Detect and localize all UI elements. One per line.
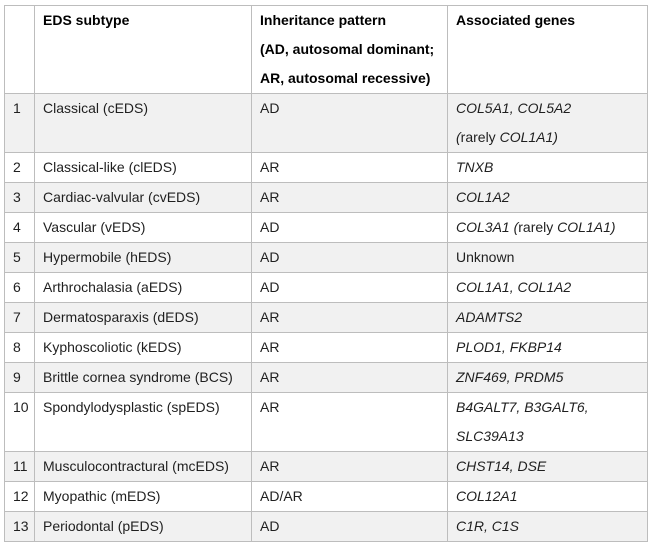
table-body: 1 Classical (cEDS) AD COL5A1, COL5A2 (rarely… (4, 93, 648, 542)
subtype-cell: Spondylodysplastic (spEDS) (34, 392, 252, 452)
gene-text: COL1A1) (557, 219, 616, 235)
inheritance-cell: AR (251, 332, 448, 363)
inheritance-cell: AR (251, 302, 448, 333)
gene-text: COL1A1) (499, 129, 558, 145)
header-associated-genes: Associated genes (447, 5, 648, 94)
table-header: EDS subtype Inheritance pattern (AD, aut… (4, 5, 648, 94)
header-inheritance-line-2: (AD, autosomal dominant; (260, 41, 435, 57)
row-number-cell: 3 (4, 182, 35, 213)
row-number-cell: 4 (4, 212, 35, 243)
inheritance-cell: AD (251, 511, 448, 542)
gene-text: COL1A2 (456, 189, 510, 205)
genes-cell: COL12A1 (447, 481, 648, 512)
genes-cell: ADAMTS2 (447, 302, 648, 333)
genes-cell: Unknown (447, 242, 648, 273)
table-row: 3 Cardiac-valvular (cvEDS) AR COL1A2 (4, 182, 648, 213)
row-number-cell: 13 (4, 511, 35, 542)
genes-cell: COL1A1, COL1A2 (447, 272, 648, 303)
table-row: 1 Classical (cEDS) AD COL5A1, COL5A2 (rarely… (4, 93, 648, 153)
row-number-cell: 11 (4, 451, 35, 482)
gene-text: ZNF469, PRDM5 (456, 369, 564, 385)
subtype-cell: Dermatosparaxis (dEDS) (34, 302, 252, 333)
genes-cell: COL5A1, COL5A2 (rarely COL1A1) (447, 93, 648, 153)
table-row: 8 Kyphoscoliotic (kEDS) AR PLOD1, FKBP14 (4, 332, 648, 363)
subtype-cell: Hypermobile (hEDS) (34, 242, 252, 273)
table-row: 5 Hypermobile (hEDS) AD Unknown (4, 242, 648, 273)
inheritance-cell: AD/AR (251, 481, 448, 512)
subtype-cell: Periodontal (pEDS) (34, 511, 252, 542)
gene-text: ADAMTS2 (456, 309, 523, 325)
gene-text: COL5A1, COL5A2 (456, 100, 572, 116)
table-row: 12 Myopathic (mEDS) AD/AR COL12A1 (4, 481, 648, 512)
inheritance-cell: AR (251, 152, 448, 183)
header-row: EDS subtype Inheritance pattern (AD, aut… (4, 5, 648, 94)
row-number-cell: 6 (4, 272, 35, 303)
gene-text: PLOD1, FKBP14 (456, 339, 562, 355)
row-number-cell: 1 (4, 93, 35, 153)
genes-cell: COL3A1 (rarely COL1A1) (447, 212, 648, 243)
subtype-cell: Classical (cEDS) (34, 93, 252, 153)
gene-text: CHST14, DSE (456, 458, 547, 474)
genes-cell: B4GALT7, B3GALT6, SLC39A13 (447, 392, 648, 452)
subtype-cell: Cardiac-valvular (cvEDS) (34, 182, 252, 213)
eds-subtype-table: EDS subtype Inheritance pattern (AD, aut… (4, 5, 648, 542)
genes-cell: CHST14, DSE (447, 451, 648, 482)
gene-text: B4GALT7, B3GALT6, (456, 399, 589, 415)
row-number-cell: 2 (4, 152, 35, 183)
table-row: 6 Arthrochalasia (aEDS) AD COL1A1, COL1A2 (4, 272, 648, 303)
gene-text: SLC39A13 (456, 428, 524, 444)
table-row: 2 Classical-like (clEDS) AR TNXB (4, 152, 648, 183)
subtype-cell: Kyphoscoliotic (kEDS) (34, 332, 252, 363)
inheritance-cell: AR (251, 362, 448, 393)
subtype-cell: Classical-like (clEDS) (34, 152, 252, 183)
row-number-cell: 5 (4, 242, 35, 273)
row-number-cell: 8 (4, 332, 35, 363)
subtype-cell: Brittle cornea syndrome (BCS) (34, 362, 252, 393)
subtype-cell: Arthrochalasia (aEDS) (34, 272, 252, 303)
header-inheritance-line-3: AR, autosomal recessive) (260, 70, 431, 86)
gene-text: rarely (518, 219, 558, 235)
header-corner-cell (4, 5, 35, 94)
row-number-cell: 12 (4, 481, 35, 512)
table-row: 10 Spondylodysplastic (spEDS) AR B4GALT7, B… (4, 392, 648, 452)
table-row: 13 Periodontal (pEDS) AD C1R, C1S (4, 511, 648, 542)
inheritance-cell: AR (251, 182, 448, 213)
subtype-cell: Musculocontractural (mcEDS) (34, 451, 252, 482)
genes-cell: COL1A2 (447, 182, 648, 213)
gene-text: C1R, C1S (456, 518, 520, 534)
subtype-cell: Vascular (vEDS) (34, 212, 252, 243)
header-eds-subtype-label: EDS subtype (43, 12, 130, 28)
gene-text: ( (456, 129, 461, 145)
header-associated-genes-label: Associated genes (456, 12, 576, 28)
gene-text: COL3A1 ( (456, 219, 519, 235)
table-row: 4 Vascular (vEDS) AD COL3A1 (rarely COL1A1) (4, 212, 648, 243)
gene-text: COL1A1, COL1A2 (456, 279, 572, 295)
row-number-cell: 10 (4, 392, 35, 452)
gene-text: COL12A1 (456, 488, 518, 504)
header-inheritance-line-1: Inheritance pattern (260, 12, 387, 28)
genes-cell: PLOD1, FKBP14 (447, 332, 648, 363)
inheritance-cell: AD (251, 242, 448, 273)
row-number-cell: 7 (4, 302, 35, 333)
inheritance-cell: AR (251, 451, 448, 482)
genes-cell: ZNF469, PRDM5 (447, 362, 648, 393)
subtype-cell: Myopathic (mEDS) (34, 481, 252, 512)
header-inheritance-pattern: Inheritance pattern (AD, autosomal domin… (251, 5, 448, 94)
genes-cell: C1R, C1S (447, 511, 648, 542)
inheritance-cell: AD (251, 93, 448, 153)
table-row: 7 Dermatosparaxis (dEDS) AR ADAMTS2 (4, 302, 648, 333)
inheritance-cell: AD (251, 272, 448, 303)
genes-cell: TNXB (447, 152, 648, 183)
table-row: 9 Brittle cornea syndrome (BCS) AR ZNF469, … (4, 362, 648, 393)
gene-text: TNXB (456, 159, 494, 175)
inheritance-cell: AR (251, 392, 448, 452)
gene-text: Unknown (456, 249, 515, 265)
inheritance-cell: AD (251, 212, 448, 243)
table-row: 11 Musculocontractural (mcEDS) AR CHST14, D… (4, 451, 648, 482)
row-number-cell: 9 (4, 362, 35, 393)
gene-text: rarely (460, 129, 500, 145)
header-eds-subtype: EDS subtype (34, 5, 252, 94)
